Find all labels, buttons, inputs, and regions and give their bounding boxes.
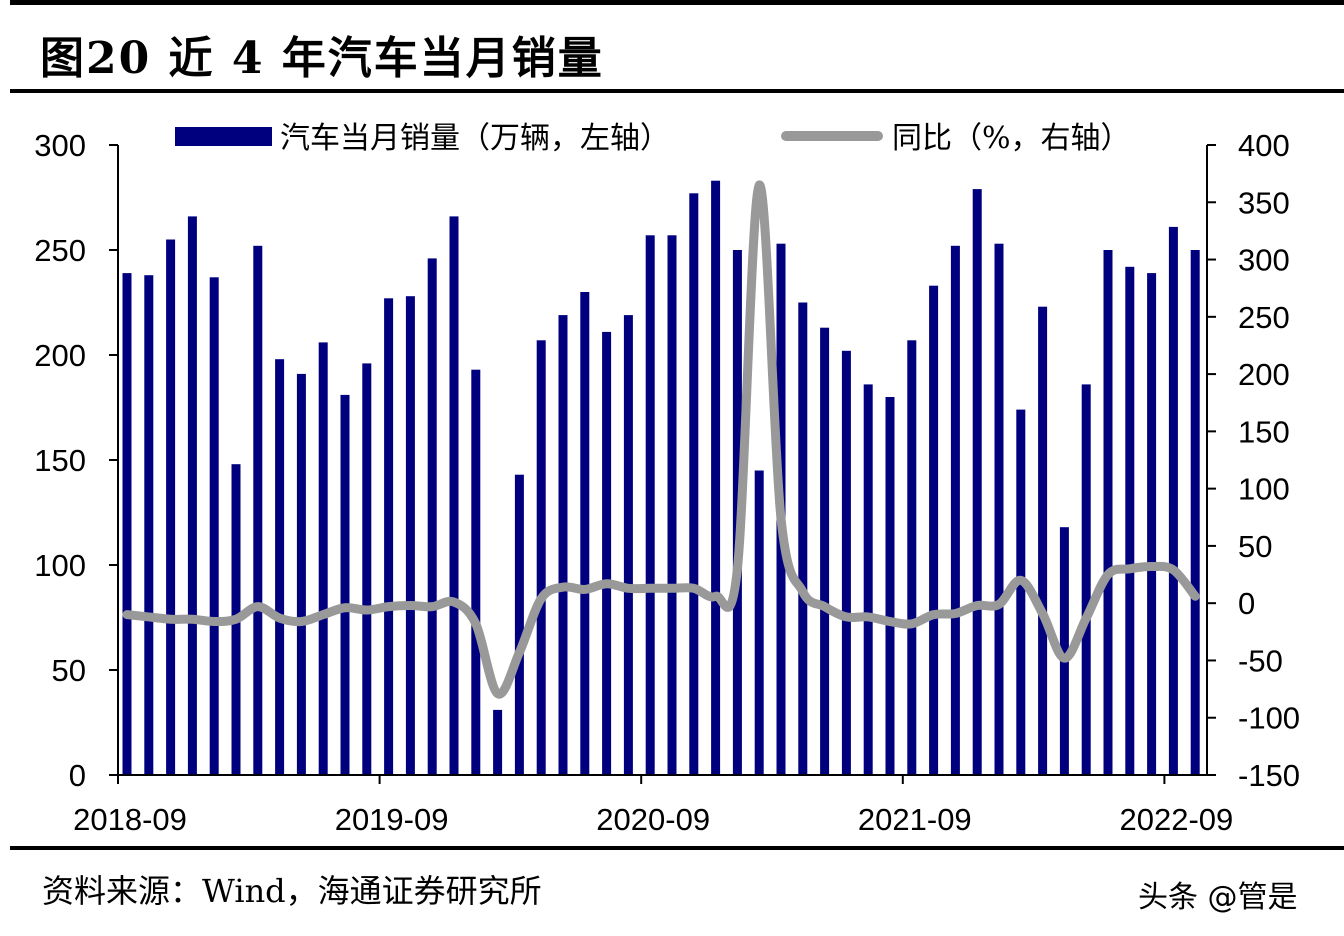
bar xyxy=(994,243,1004,775)
right-tick-label: -150 xyxy=(1238,758,1300,793)
chart: 0 50 100 150 200 250 300 -150 -100 -50 0 50 100 150 20… xyxy=(34,121,1300,837)
x-tick-label: 2021-09 xyxy=(858,802,972,837)
legend-bar-swatch xyxy=(175,127,272,146)
bar xyxy=(558,315,568,775)
bar xyxy=(580,292,590,775)
bar xyxy=(362,363,372,775)
left-tick-label: 300 xyxy=(34,128,86,163)
bar xyxy=(754,470,764,775)
title-underline xyxy=(10,89,1344,93)
bar xyxy=(144,275,154,775)
bar xyxy=(318,342,328,775)
axes: 0 50 100 150 200 250 300 -150 -100 -50 0 50 100 150 20… xyxy=(34,128,1300,837)
right-tick-label: 400 xyxy=(1238,128,1290,163)
bar xyxy=(602,331,612,775)
bar xyxy=(209,277,219,775)
bar xyxy=(384,298,394,775)
bar xyxy=(1168,226,1178,775)
bar xyxy=(645,235,655,776)
right-tick-label: 250 xyxy=(1238,300,1290,335)
right-tick-label: 300 xyxy=(1238,243,1290,278)
left-tick-label: 100 xyxy=(34,548,86,583)
bar xyxy=(798,302,808,775)
bar xyxy=(471,369,481,775)
bar xyxy=(863,384,873,775)
bar xyxy=(1059,527,1069,775)
right-tick-label: -100 xyxy=(1238,701,1300,736)
x-tick-label: 2018-09 xyxy=(73,802,187,837)
bar xyxy=(950,245,960,776)
bar xyxy=(1190,250,1200,775)
bar xyxy=(405,296,415,775)
right-tick-label: 200 xyxy=(1238,357,1290,392)
bar xyxy=(1038,306,1048,775)
bar xyxy=(929,285,939,775)
bar xyxy=(427,258,437,775)
x-tick-label: 2019-09 xyxy=(335,802,449,837)
bar xyxy=(493,709,503,775)
yoy-line-series xyxy=(122,180,1200,699)
legend-line-label: 同比（%，右轴） xyxy=(892,121,1131,156)
bar xyxy=(166,239,176,775)
bar xyxy=(1081,384,1091,775)
bottom-rule xyxy=(10,846,1344,850)
bar xyxy=(536,340,546,775)
watermark: 头条 @管是 xyxy=(1138,880,1298,915)
left-tick-label: 150 xyxy=(34,443,86,478)
bar xyxy=(122,273,132,775)
bar xyxy=(340,394,350,775)
bar xyxy=(841,350,851,775)
bar xyxy=(253,245,263,776)
right-tick-label: 50 xyxy=(1238,529,1272,564)
left-tick-label: 50 xyxy=(52,653,86,688)
bar xyxy=(667,235,677,776)
bar xyxy=(1103,250,1113,775)
x-tick-label: 2022-09 xyxy=(1120,802,1234,837)
bar xyxy=(514,474,524,775)
right-tick-label: -50 xyxy=(1238,643,1283,678)
chart-title: 图20 近 4 年汽车当月销量 xyxy=(40,33,604,84)
right-tick-label: 150 xyxy=(1238,414,1290,449)
bar xyxy=(907,340,917,775)
bar xyxy=(885,397,895,775)
bar xyxy=(820,327,830,775)
right-tick-label: 0 xyxy=(1238,586,1255,621)
bar xyxy=(972,189,982,776)
right-tick-label: 100 xyxy=(1238,472,1290,507)
right-tick-label: 350 xyxy=(1238,185,1290,220)
bar xyxy=(449,216,459,775)
top-rule xyxy=(10,0,1344,5)
legend-bar-label: 汽车当月销量（万辆，左轴） xyxy=(280,121,670,156)
bar xyxy=(1125,266,1135,775)
bar-series xyxy=(122,180,1200,776)
bar xyxy=(689,193,699,776)
bar xyxy=(1147,273,1157,775)
bar xyxy=(275,359,285,775)
left-tick-label: 0 xyxy=(69,758,86,793)
left-tick-label: 250 xyxy=(34,233,86,268)
x-tick-label: 2020-09 xyxy=(596,802,710,837)
left-tick-label: 200 xyxy=(34,338,86,373)
bar xyxy=(296,373,306,775)
bar xyxy=(623,315,633,775)
legend: 汽车当月销量（万辆，左轴） 同比（%，右轴） xyxy=(175,121,1131,156)
source-note: 资料来源：Wind，海通证券研究所 xyxy=(42,872,542,910)
bar xyxy=(187,216,197,775)
bar xyxy=(711,180,721,775)
bar xyxy=(1016,409,1026,775)
